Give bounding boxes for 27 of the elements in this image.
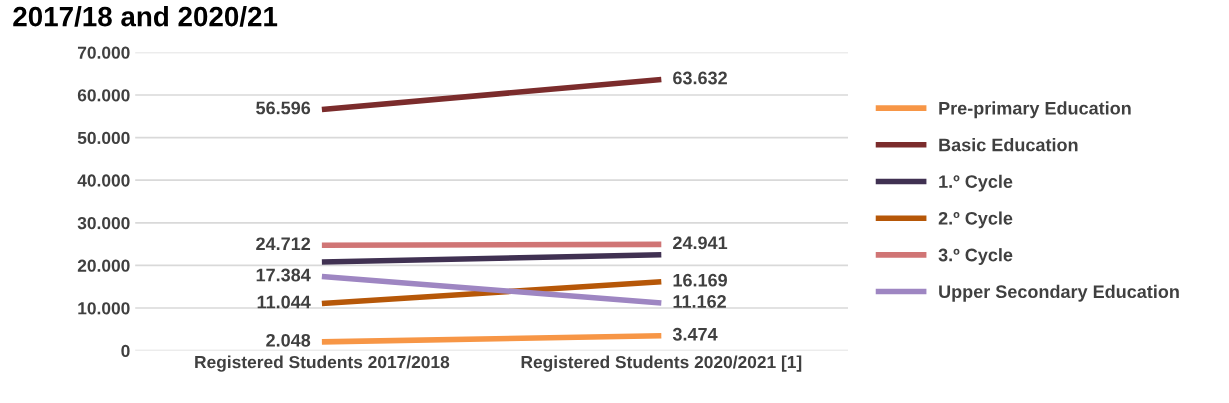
data-label: 24.941	[673, 236, 728, 250]
data-label: 11.044	[257, 295, 311, 309]
data-label: 2.048	[266, 333, 311, 347]
y-tick-label: 20.000	[77, 259, 130, 272]
data-label: 63.632	[673, 71, 727, 85]
legend-label: Basic Education	[939, 138, 1078, 152]
y-tick-label: 50.000	[77, 131, 130, 145]
y-tick-label: 60.000	[77, 89, 130, 102]
legend-label: Upper Secondary Education	[939, 284, 1179, 302]
data-label: 3.474	[672, 327, 718, 341]
y-tick-label: 10.000	[78, 302, 130, 315]
legend-label: 2.º Cycle	[938, 211, 1013, 229]
x-tick-label: Registered Students 2017/2018	[195, 355, 450, 372]
y-tick-label: 40.000	[77, 174, 130, 187]
data-label: 16.169	[673, 273, 727, 287]
data-label: 17.384	[256, 268, 311, 282]
data-label: 24.712	[256, 237, 311, 250]
legend-label: Pre-primary Education	[939, 101, 1131, 119]
y-tick-label: 30.000	[77, 216, 130, 230]
y-tick-label: 70.000	[77, 46, 130, 59]
y-tick-label: 0	[121, 344, 130, 358]
legend-label: 1.º Cycle	[939, 174, 1013, 192]
chart-title: 2017/18 and 2020/21	[13, 6, 278, 27]
data-label: 11.162	[673, 295, 726, 308]
x-tick-label: Registered Students 2020/2021 [1]	[521, 355, 802, 372]
legend-label: 3.º Cycle	[938, 248, 1013, 265]
data-label: 56.596	[256, 101, 311, 115]
